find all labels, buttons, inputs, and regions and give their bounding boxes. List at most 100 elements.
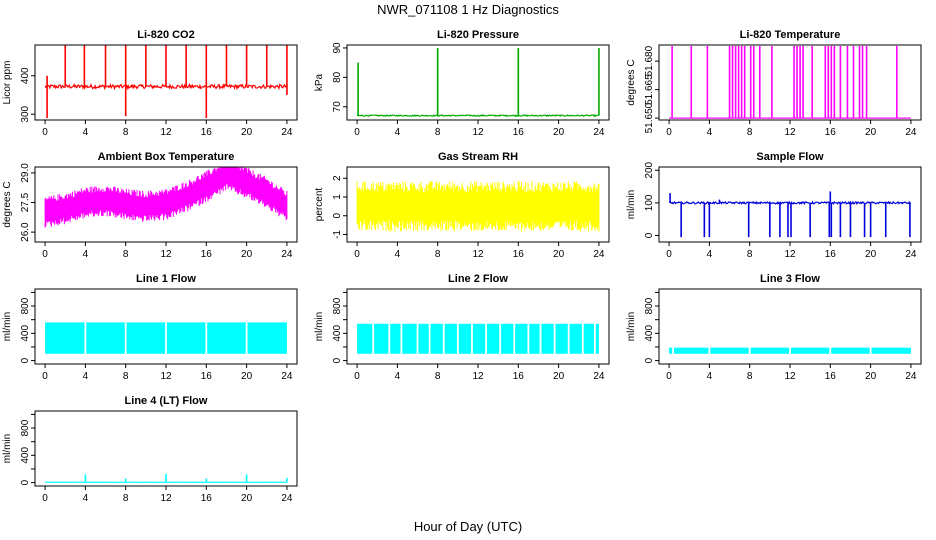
chart-panel: Line 3 Flow 0 4 8 12 16 20 24 0 400 800 ml/min [626, 273, 922, 382]
y-axis-label: kPa [314, 73, 325, 91]
y-tick-label: 100 [644, 194, 655, 211]
y-tick-label: 0 [332, 213, 343, 219]
x-tick-label: 24 [905, 127, 917, 138]
series-line [356, 181, 600, 232]
x-tick-label: 20 [241, 493, 253, 504]
y-tick-label: 400 [332, 325, 343, 342]
y-tick-label: 800 [20, 297, 31, 314]
x-tick-label: 12 [784, 371, 796, 382]
y-tick-label: 800 [332, 297, 343, 314]
x-tick-label: 4 [83, 371, 89, 382]
series-band [430, 323, 443, 354]
x-tick-label: 0 [42, 249, 48, 260]
series-band [418, 323, 429, 354]
series-band [831, 347, 870, 354]
series-band [472, 323, 486, 354]
series-band [86, 322, 125, 354]
x-tick-label: 12 [472, 127, 484, 138]
y-tick-label: 26.0 [20, 222, 31, 242]
series-band [669, 347, 673, 354]
x-tick-label: 8 [123, 493, 129, 504]
chart-panel: Sample Flow 0 4 8 12 16 20 24 0 100 200 ml/min [626, 151, 922, 260]
y-tick-label: 0 [20, 357, 31, 363]
x-tick-label: 12 [472, 249, 484, 260]
x-tick-label: 16 [513, 371, 525, 382]
x-tick-label: 16 [201, 249, 213, 260]
x-tick-label: 4 [83, 493, 89, 504]
chart-panel: Line 1 Flow 0 4 8 12 16 20 24 0 400 800 ml/min [2, 273, 298, 382]
series-band [374, 323, 389, 354]
y-axis-label: ml/min [2, 312, 13, 341]
x-tick-label: 16 [201, 127, 213, 138]
y-axis-label: ml/min [626, 190, 637, 219]
y-tick-label: 29.0 [20, 163, 31, 183]
x-tick-label: 24 [905, 249, 917, 260]
x-tick-label: 12 [784, 249, 796, 260]
x-tick-label: 16 [825, 371, 837, 382]
chart-panel: Li-820 Pressure 0 4 8 12 16 20 24 70 80 90 kPa [314, 29, 610, 138]
x-tick-label: 0 [42, 371, 48, 382]
y-tick-label: 0 [644, 357, 655, 363]
x-tick-label: 4 [395, 371, 401, 382]
y-tick-label: 0 [332, 357, 343, 363]
x-tick-label: 20 [241, 371, 253, 382]
chart-panel: Line 2 Flow 0 4 8 12 16 20 24 0 400 800 ml/min [314, 273, 610, 382]
x-tick-label: 0 [42, 493, 48, 504]
x-tick-label: 4 [707, 127, 713, 138]
y-tick-label: 200 [644, 161, 655, 178]
y-axis-label: percent [314, 188, 325, 222]
x-tick-label: 0 [354, 371, 360, 382]
chart-panel: Li-820 Temperature 0 4 8 12 16 20 24 51.65051.66… [626, 29, 922, 138]
x-tick-label: 8 [123, 127, 129, 138]
series-band [207, 322, 246, 354]
y-tick-label: 2 [332, 175, 343, 181]
y-tick-label: 400 [20, 447, 31, 464]
y-tick-label: 400 [20, 67, 31, 84]
x-tick-label: 8 [123, 371, 129, 382]
y-axis-label: degrees C [2, 181, 13, 227]
series-band [458, 323, 472, 354]
x-tick-label: 4 [83, 127, 89, 138]
y-tick-label: 0 [644, 232, 655, 238]
x-tick-label: 20 [865, 127, 877, 138]
panel-title: Line 3 Flow [760, 273, 820, 285]
x-tick-label: 0 [354, 249, 360, 260]
series-band [569, 323, 582, 354]
x-tick-label: 16 [201, 493, 213, 504]
plot-frame [346, 44, 610, 121]
series-line [44, 167, 288, 228]
x-tick-label: 24 [281, 493, 293, 504]
series-band [45, 322, 85, 354]
chart-panel: Line 4 (LT) Flow 0 4 8 12 16 20 24 0 400 800 ml/min [2, 395, 298, 504]
x-tick-label: 8 [435, 249, 441, 260]
x-tick-label: 24 [281, 127, 293, 138]
panel-title: Sample Flow [756, 151, 824, 163]
series-band [444, 323, 457, 354]
y-axis-label: ml/min [2, 434, 13, 463]
x-tick-label: 4 [395, 249, 401, 260]
x-tick-label: 0 [666, 127, 672, 138]
x-tick-label: 8 [747, 127, 753, 138]
y-tick-label: 1 [332, 194, 343, 200]
series-band [486, 323, 500, 354]
x-tick-label: 8 [747, 371, 753, 382]
panel-title: Li-820 Pressure [437, 29, 519, 41]
series-band [247, 322, 287, 354]
x-tick-label: 4 [83, 249, 89, 260]
x-tick-label: 24 [281, 249, 293, 260]
x-tick-label: 8 [435, 127, 441, 138]
figure-title: NWR_071108 1 Hz Diagnostics [377, 2, 559, 17]
plot-frame [658, 166, 922, 243]
x-tick-label: 24 [593, 371, 605, 382]
series-band [595, 323, 599, 354]
x-tick-label: 24 [905, 371, 917, 382]
chart-panel: Ambient Box Temperature 0 4 8 12 16 20 24 26.0 27… [2, 151, 298, 260]
y-tick-label: 800 [644, 297, 655, 314]
x-tick-label: 12 [160, 493, 172, 504]
x-tick-label: 24 [281, 371, 293, 382]
x-tick-label: 4 [707, 371, 713, 382]
panel-title: Gas Stream RH [438, 151, 518, 163]
x-tick-label: 24 [593, 127, 605, 138]
